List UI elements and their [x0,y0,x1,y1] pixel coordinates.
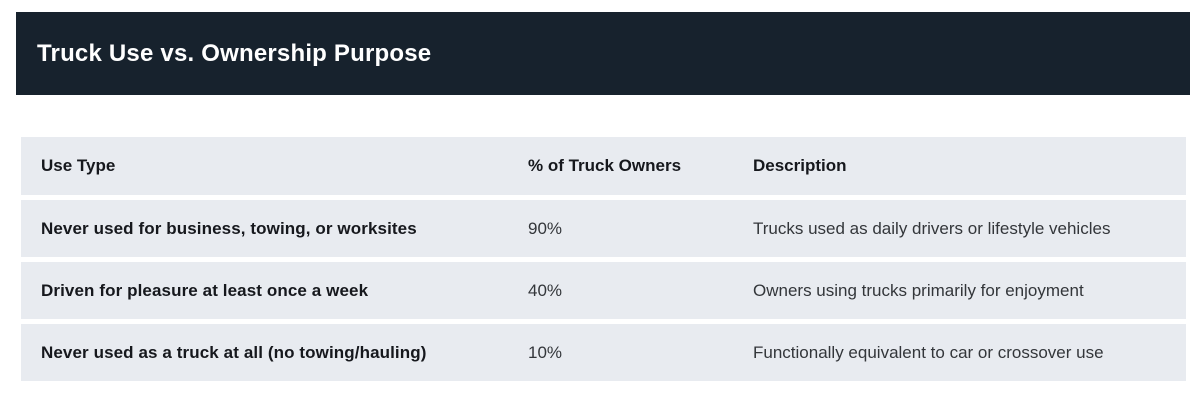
table-row: Never used for business, towing, or work… [21,200,1186,257]
title-bar: Truck Use vs. Ownership Purpose [16,12,1190,95]
percent-cell: 90% [528,218,563,238]
column-header-use-type: Use Type [41,156,116,175]
use-type-cell: Driven for pleasure at least once a week [41,280,369,300]
use-type-cell: Never used for business, towing, or work… [41,218,417,238]
table-row: Driven for pleasure at least once a week… [21,262,1186,319]
description-cell: Functionally equivalent to car or crosso… [753,342,1104,362]
percent-cell: 40% [528,280,563,300]
page-title: Truck Use vs. Ownership Purpose [37,39,432,67]
description-cell: Owners using trucks primarily for enjoym… [753,280,1084,300]
table-header-row: Use Type % of Truck Owners Description [21,137,1186,195]
table-row: Never used as a truck at all (no towing/… [21,324,1186,381]
truck-use-table: Use Type % of Truck Owners Description N… [21,137,1186,381]
description-cell: Trucks used as daily drivers or lifestyl… [753,218,1111,238]
use-type-cell: Never used as a truck at all (no towing/… [41,342,427,362]
percent-cell: 10% [528,342,563,362]
column-header-percent: % of Truck Owners [528,156,682,175]
column-header-description: Description [753,156,847,175]
